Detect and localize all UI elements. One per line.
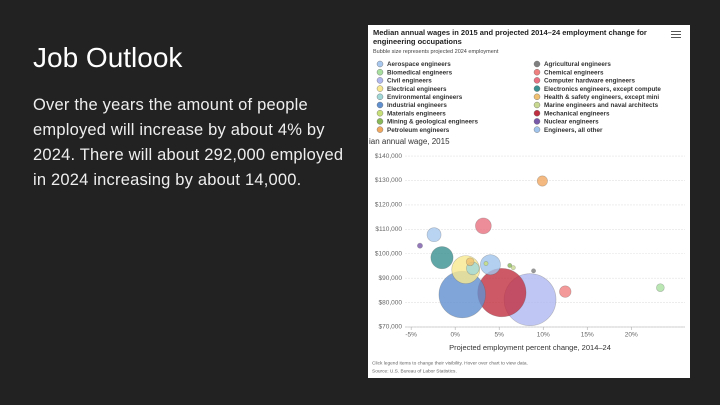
- legend-marker: [376, 69, 384, 76]
- x-tick-label: 20%: [625, 332, 638, 339]
- legend-marker: [376, 93, 384, 101]
- legend-marker: [376, 77, 384, 84]
- bubble: [426, 227, 442, 243]
- legend-label[interactable]: Environmental engineers: [387, 94, 463, 101]
- y-tick-label: $120,000: [375, 202, 402, 209]
- legend-marker: [376, 126, 384, 133]
- y-axis-title: ian annual wage, 2015: [369, 137, 450, 146]
- bubble: [430, 246, 454, 270]
- legend-label[interactable]: Biomedical engineers: [387, 69, 453, 76]
- x-tick-label: 0%: [450, 332, 460, 339]
- legend-marker: [533, 60, 541, 68]
- bubble: [656, 283, 665, 292]
- x-tick-label: -5%: [405, 332, 417, 339]
- slide-body: Over the years the amount of people empl…: [33, 96, 344, 189]
- chart: Aerospace engineers Biomedical engineers C…: [368, 25, 690, 378]
- legend-label[interactable]: Computer hardware engineers: [544, 78, 635, 85]
- y-tick-label: $130,000: [375, 177, 402, 184]
- legend-marker: [533, 101, 541, 109]
- chart-subtitle: Bubble size represents projected 2024 em…: [373, 49, 499, 55]
- slide-title: Job Outlook: [33, 42, 183, 73]
- x-axis-title: Projected employment percent change, 201…: [449, 343, 611, 352]
- menu-button[interactable]: [671, 31, 681, 40]
- bubble: [536, 175, 548, 187]
- legend-marker: [376, 85, 384, 92]
- legend-label[interactable]: Chemical engineers: [544, 69, 604, 76]
- legend-marker: [533, 69, 541, 76]
- x-tick-label: 5%: [495, 332, 505, 339]
- legend-marker: [376, 60, 384, 68]
- note: Source: U.S. Bureau of Labor Statistics.: [372, 368, 457, 374]
- legend-marker: [533, 77, 541, 84]
- y-tick-label: $70,000: [379, 324, 403, 331]
- legend-marker: [533, 85, 541, 92]
- y-tick-label: $110,000: [375, 226, 402, 233]
- y-tick-label: $140,000: [375, 153, 402, 160]
- legend-marker: [533, 93, 541, 101]
- bubble: [507, 263, 513, 268]
- legend-marker: [533, 118, 541, 125]
- legend-label[interactable]: Materials engineers: [387, 110, 446, 117]
- legend-marker: [376, 118, 384, 125]
- legend-label[interactable]: Nuclear engineers: [544, 119, 599, 126]
- y-tick-label: $90,000: [379, 275, 403, 282]
- legend-marker: [533, 109, 541, 117]
- legend-label[interactable]: Industrial engineers: [387, 102, 447, 109]
- chart-title: Median annual wages in 2015 and projecte…: [373, 28, 647, 46]
- legend-label[interactable]: Electronics engineers, except compute: [544, 86, 661, 93]
- bubble: [465, 257, 475, 267]
- legend-marker: [533, 126, 541, 133]
- legend-label[interactable]: Agricultural engineers: [544, 61, 611, 68]
- legend-label[interactable]: Marine engineers and naval architects: [544, 102, 659, 109]
- legend-label[interactable]: Mechanical engineers: [544, 110, 610, 117]
- legend-label[interactable]: Aerospace engineers: [387, 61, 451, 68]
- legend-label[interactable]: Petroleum engineers: [387, 127, 450, 134]
- legend-label[interactable]: Electrical engineers: [387, 86, 447, 93]
- legend-label[interactable]: Mining & geological engineers: [387, 119, 478, 126]
- bubble: [510, 265, 516, 271]
- legend-label[interactable]: Health & safety engineers, except mini: [544, 94, 659, 101]
- x-tick-label: 10%: [537, 332, 550, 339]
- y-tick-label: $80,000: [379, 299, 403, 306]
- bubble: [480, 254, 501, 276]
- bubble: [531, 268, 536, 274]
- legend-marker: [376, 109, 384, 117]
- legend-label[interactable]: Engineers, all other: [544, 127, 603, 134]
- legend-label[interactable]: Civil engineers: [387, 78, 432, 85]
- note: Click legend items to change their visib…: [372, 360, 528, 366]
- bubble: [475, 217, 492, 235]
- bubble: [417, 242, 423, 249]
- bubble: [483, 261, 489, 266]
- y-tick-label: $100,000: [375, 250, 402, 257]
- x-tick-label: 15%: [581, 332, 594, 339]
- bubble: [559, 285, 572, 298]
- legend-marker: [376, 101, 384, 109]
